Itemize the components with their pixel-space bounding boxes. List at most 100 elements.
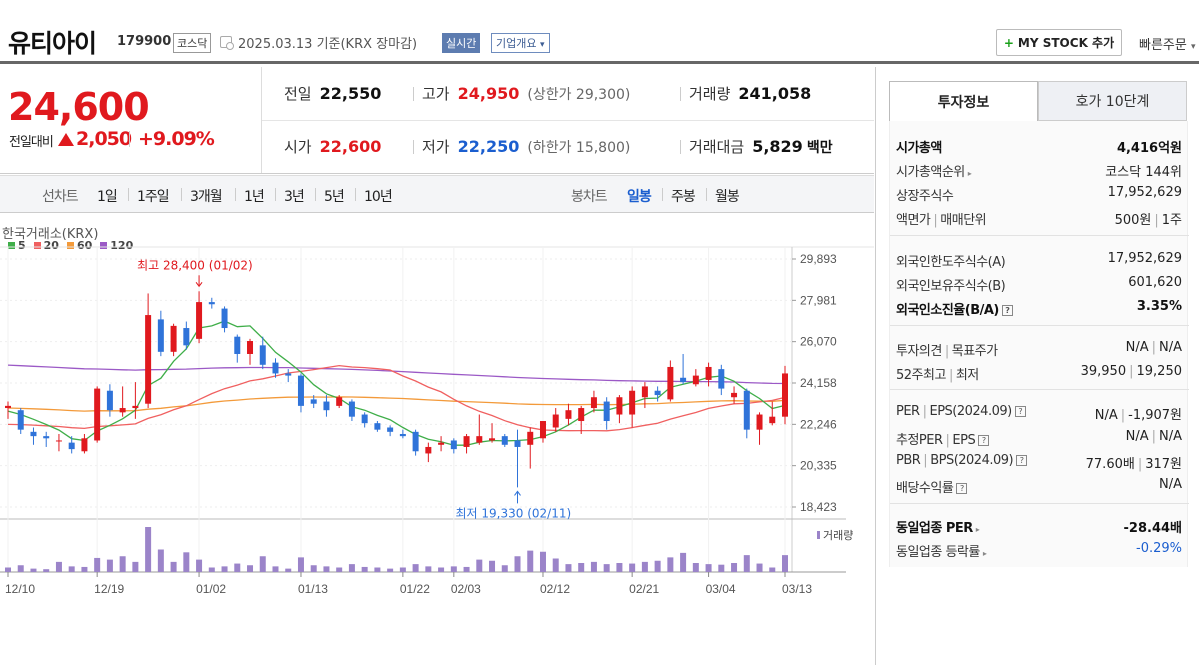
volume-bar [616,563,623,572]
line-chart-label: 선차트 [42,189,79,205]
period-3m[interactable]: 3개월 [190,189,223,205]
candle-monthly[interactable]: 월봉 [715,189,740,205]
candle-body [43,436,50,439]
lower-limit: (하한가 15,800) [527,140,631,156]
candle-body [208,302,215,305]
plus-icon: + [1003,35,1014,50]
volume-bar [196,559,203,572]
candle-body [106,390,113,411]
period-1y[interactable]: 1년 [244,189,265,205]
candle-body [476,436,483,443]
help-icon[interactable]: ? [978,435,990,446]
add-my-stock-label: MY STOCK 추가 [1017,36,1115,50]
candle-body [552,414,559,428]
stock-name: 유티아이 [8,29,97,58]
divider [413,140,414,154]
divider [680,140,681,154]
period-5y[interactable]: 5년 [324,189,345,205]
high-price: 고가 24,950 (상한가 29,300) [422,83,630,104]
chart-legend: 5 20 60 120 [8,239,133,252]
industry-per-row[interactable]: 동일업종 PER ▸ -28.44배 [896,517,1182,536]
x-tick-label: 03/04 [706,582,736,596]
candle-body [145,315,152,404]
volume-label: 거래량 [689,85,731,103]
tab-orderbook-10[interactable]: 호가 10단계 [1038,81,1187,121]
face-value-label: 액면가 [896,213,931,228]
candle-daily[interactable]: 일봉 [627,189,652,205]
high-value: 24,950 [457,84,520,103]
divider [128,188,129,201]
company-overview-button[interactable]: 기업개요 ▾ [491,33,550,53]
x-tick-label: 02/12 [540,582,570,596]
candle-weekly[interactable]: 주봉 [671,189,696,205]
help-icon[interactable]: ? [1014,406,1026,417]
tab-investment-info[interactable]: 투자정보 [889,81,1038,121]
clock-icon [220,36,234,50]
market-cap-value: 4,416억원 [1116,141,1182,156]
quick-order-button[interactable]: 빠른주문 ▾ [1139,34,1196,53]
industry-change-row[interactable]: 동일업종 등락률 ▸ -0.29% [896,541,1182,560]
volume-bar [782,555,788,572]
trade-amount-label: 거래대금 [689,138,745,156]
period-3y[interactable]: 3년 [284,189,305,205]
est-per-label: 추정PER [896,433,943,448]
company-overview-label: 기업개요 [496,37,537,50]
candle-body [514,440,521,447]
add-my-stock-button[interactable]: + MY STOCK 추가 [996,29,1122,56]
volume-bar [552,558,559,572]
candle-body [17,410,24,430]
week52-low-label: 최저 [955,368,979,383]
volume-bar [539,551,546,572]
period-10y[interactable]: 10년 [364,189,393,205]
volume-bar [629,563,636,572]
candle-body [641,386,648,398]
divider [315,188,316,201]
period-1d[interactable]: 1일 [97,189,118,205]
candle-body [323,401,330,411]
prev-close-label: 전일 [284,85,312,103]
low-annotation: 최저 19,330 (02/11) [456,506,572,520]
divider [262,120,874,121]
est-per-value: N/A [1125,429,1149,444]
divider [413,87,414,101]
foreign-ratio-label: 외국인소진율(B/A) [896,303,999,318]
foreign-limit-label: 외국인한도주식수(A) [896,255,1006,270]
candle-body [654,390,661,396]
help-icon[interactable]: ? [1001,305,1013,316]
eps-value: -1,907원 [1128,408,1182,423]
help-icon[interactable]: ? [956,483,968,494]
volume-bar [769,567,776,572]
candle-body [667,366,674,400]
est-eps-value: N/A [1159,429,1182,444]
volume-bar [463,566,470,572]
target-price-label: 목표주가 [951,344,998,359]
high-arrow-head [195,281,203,288]
realtime-button[interactable]: 실시간 [442,33,481,53]
candle-body [94,388,101,441]
candle-body [782,373,788,417]
trade-amount-unit: 백만 [806,140,833,156]
industry-per-value: -28.44배 [1123,521,1182,536]
period-1w[interactable]: 1주일 [137,189,170,205]
volume-bar [680,552,687,572]
bps-label: BPS(2024.09) [930,453,1014,468]
volume-bar [259,556,266,572]
candle-body [68,442,75,450]
volume-bar [667,557,674,572]
week52-row: 52주최고 | 최저 39,950 | 19,250 [896,364,1182,383]
help-icon[interactable]: ? [1016,455,1028,466]
candle-body [565,410,572,419]
chart-canvas[interactable]: 29,893 27,981 26,070 24,158 22,246 20,335 18,4… [0,213,874,665]
market-cap-label: 시가총액 [896,141,942,156]
candle-body [769,416,776,424]
volume-bar [501,565,508,572]
legend-ma60: 60 [66,239,92,252]
market-cap-rank-row[interactable]: 시가총액순위 ▸ 코스닥 144위 [896,161,1182,180]
divider [235,188,236,201]
candle-body [196,302,203,339]
price-chart: 한국거래소(KRX) 5 20 60 120 29,893 27,981 26,07… [0,213,874,665]
chevron-right-icon: ▸ [975,525,980,534]
market-cap-rank-value: 코스닥 144위 [1105,165,1182,180]
foreign-holding-value: 601,620 [1128,275,1182,290]
low-label: 저가 [422,138,450,156]
